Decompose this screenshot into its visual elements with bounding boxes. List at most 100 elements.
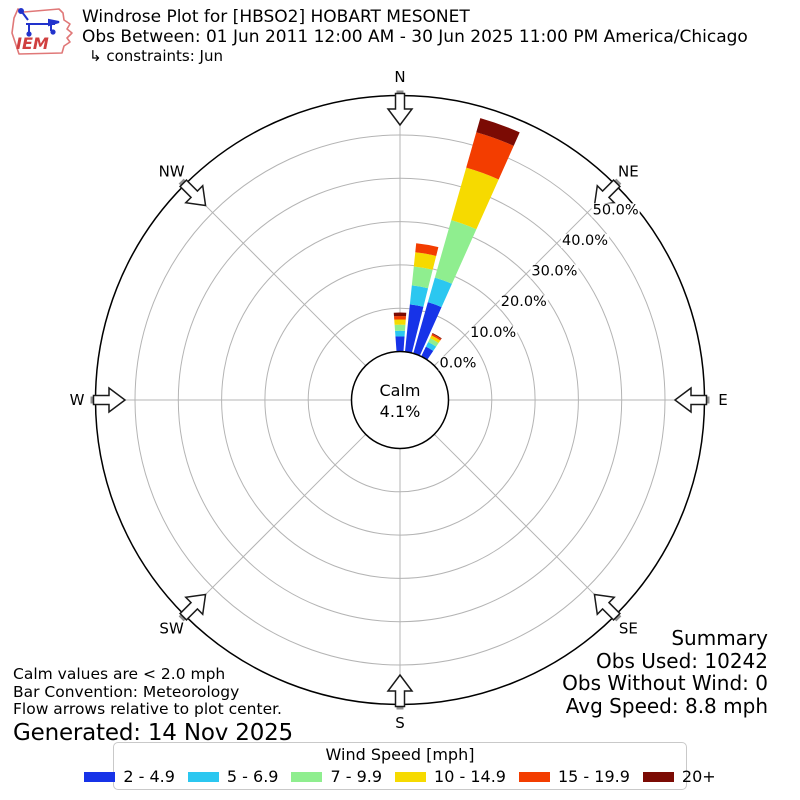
compass-label-nw: NW [159, 163, 185, 181]
bar-0-seg-1 [395, 330, 405, 337]
flow-arrow-e-icon [673, 386, 708, 414]
calm-value: 4.1% [380, 402, 421, 421]
flow-arrow-note: Flow arrows relative to plot center. [13, 700, 282, 718]
bar-0-seg-4 [393, 315, 407, 320]
tick-label-bg [530, 264, 579, 279]
bar-30-seg-5 [432, 333, 442, 340]
compass-label-s: S [395, 714, 405, 732]
legend-label: 2 - 4.9 [123, 767, 175, 786]
page-subtitle: Obs Between: 01 Jun 2011 12:00 AM - 30 J… [82, 27, 748, 47]
bar-10-seg-0 [404, 304, 424, 353]
radial-tick-label-0: 0.0% [440, 355, 477, 371]
bar-0-seg-2 [394, 324, 406, 331]
legend-label: 7 - 9.9 [330, 767, 383, 786]
radial-spoke [184, 433, 367, 616]
flow-arrow-w-icon [92, 386, 127, 414]
grid-ring-20 [264, 264, 536, 536]
grid-ring-30 [221, 221, 579, 579]
bar-10-seg-1 [409, 285, 429, 307]
calm-label: Calm [379, 381, 420, 400]
compass-label-sw: SW [159, 619, 184, 637]
header: Windrose Plot for [HBSO2] HOBART MESONET… [82, 7, 748, 66]
tick-label-bg [438, 356, 478, 371]
bar-20-seg-2 [434, 220, 477, 284]
bar-10-seg-4 [415, 243, 439, 256]
summary-obs-without-wind: Obs Without Wind: 0 [562, 671, 768, 695]
grid-ring-10 [307, 307, 493, 493]
bar-0-seg-3 [394, 319, 406, 325]
bar-convention-note: Bar Convention: Meteorology [13, 682, 240, 701]
bar-30-seg-3 [430, 335, 441, 343]
bar-20-seg-0 [413, 302, 442, 356]
compass-label-w: W [70, 391, 85, 409]
summary-obs-used: Obs Used: 10242 [596, 648, 768, 673]
bar-30-seg-0 [421, 346, 434, 360]
legend-swatch-icon [291, 771, 323, 782]
radial-tick-label-10: 10.0% [470, 325, 516, 341]
bar-0-seg-0 [395, 336, 405, 352]
legend-label: 15 - 19.9 [557, 767, 630, 786]
flow-arrow-se-icon [593, 593, 621, 621]
legend: Wind Speed [mph] 2 - 4.9 5 - 6.9 7 - 9.9 10… [84, 742, 716, 790]
bar-20-seg-5 [476, 118, 520, 146]
legend-swatch-icon [518, 771, 550, 782]
bar-30-seg-1 [425, 341, 437, 351]
tick-label-bg [561, 233, 610, 248]
legend-title: Wind Speed [mph] [325, 745, 475, 764]
flow-arrow-sw-icon [179, 593, 207, 621]
legend-items: 2 - 4.9 5 - 6.9 7 - 9.9 10 - 14.9 15 - 19.9 2… [84, 767, 716, 786]
legend-item-4: 15 - 19.9 [518, 767, 630, 786]
calm-note: Calm values are < 2.0 mph [13, 665, 226, 683]
bar-30-seg-4 [431, 333, 442, 341]
compass-label-e: E [718, 391, 727, 409]
legend-swatch-icon [187, 771, 219, 782]
radial-tick-label-30: 30.0% [531, 264, 577, 280]
radial-spoke [433, 184, 616, 367]
summary-block: Summary Obs Used: 10242 Obs Without Wind… [562, 627, 768, 717]
flow-arrow-nw-icon [179, 179, 207, 207]
legend-item-2: 7 - 9.9 [291, 767, 382, 786]
iem-logo-text: IEM [16, 34, 49, 53]
page-title: Windrose Plot for [HBSO2] HOBART MESONET [82, 7, 470, 27]
radial-tick-label-40: 40.0% [562, 233, 608, 249]
legend-label: 5 - 6.9 [226, 767, 279, 786]
tick-label-bg [591, 203, 640, 218]
radial-spoke [184, 184, 367, 367]
summary-title: Summary [671, 626, 768, 650]
compass-label-ne: NE [618, 163, 639, 181]
weather-station-icon [18, 8, 60, 37]
radial-tick-label-20: 20.0% [501, 294, 547, 310]
grid-ring-40 [177, 177, 623, 623]
bar-20-seg-4 [466, 132, 514, 180]
legend-swatch-icon [395, 771, 427, 782]
tick-label-bg [469, 325, 518, 340]
iem-logo: IEM [11, 8, 73, 55]
bar-10-seg-2 [411, 266, 433, 289]
legend-swatch-icon [84, 771, 116, 782]
radial-spoke [433, 433, 616, 616]
legend-item-1: 5 - 6.9 [187, 767, 279, 786]
tick-label-bg [499, 295, 548, 310]
compass-label-se: SE [619, 619, 638, 637]
summary-avg-speed: Avg Speed: 8.8 mph [565, 693, 768, 718]
legend-item-0: 2 - 4.9 [84, 767, 175, 786]
flow-arrow-ne-icon [593, 179, 621, 207]
bar-30-seg-2 [428, 338, 439, 347]
bar-20-seg-1 [427, 277, 452, 308]
radial-tick-label-50: 50.0% [593, 202, 639, 218]
bar-20-seg-3 [451, 167, 499, 230]
bar-10-seg-3 [413, 252, 437, 270]
legend-item-5: 20+ [642, 767, 716, 786]
constraints-note: ↳ constraints: Jun [89, 47, 223, 65]
generated-timestamp: Generated: 14 Nov 2025 [13, 719, 293, 746]
footnotes: Calm values are < 2.0 mph Bar Convention… [13, 665, 293, 746]
flow-arrow-s-icon [386, 673, 414, 708]
legend-swatch-icon [642, 771, 674, 782]
legend-label: 20+ [681, 767, 716, 786]
legend-item-3: 10 - 14.9 [395, 767, 506, 786]
bar-0-seg-5 [393, 312, 407, 317]
legend-label: 10 - 14.9 [434, 767, 506, 786]
calm-circle [350, 350, 450, 450]
